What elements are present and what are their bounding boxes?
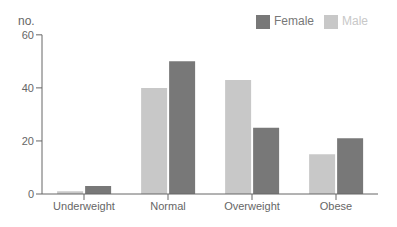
svg-text:40: 40 [22, 82, 34, 94]
svg-text:Overweight: Overweight [224, 200, 280, 212]
svg-text:Obese: Obese [320, 200, 352, 212]
svg-text:0: 0 [28, 188, 34, 200]
svg-text:Normal: Normal [150, 200, 185, 212]
svg-text:20: 20 [22, 135, 34, 147]
svg-text:60: 60 [22, 29, 34, 41]
html-text:no.: no. [18, 14, 35, 28]
html-text:Male: Male [342, 14, 368, 28]
svg-text:Underweight: Underweight [53, 200, 115, 212]
html-text:Female: Female [274, 14, 314, 28]
